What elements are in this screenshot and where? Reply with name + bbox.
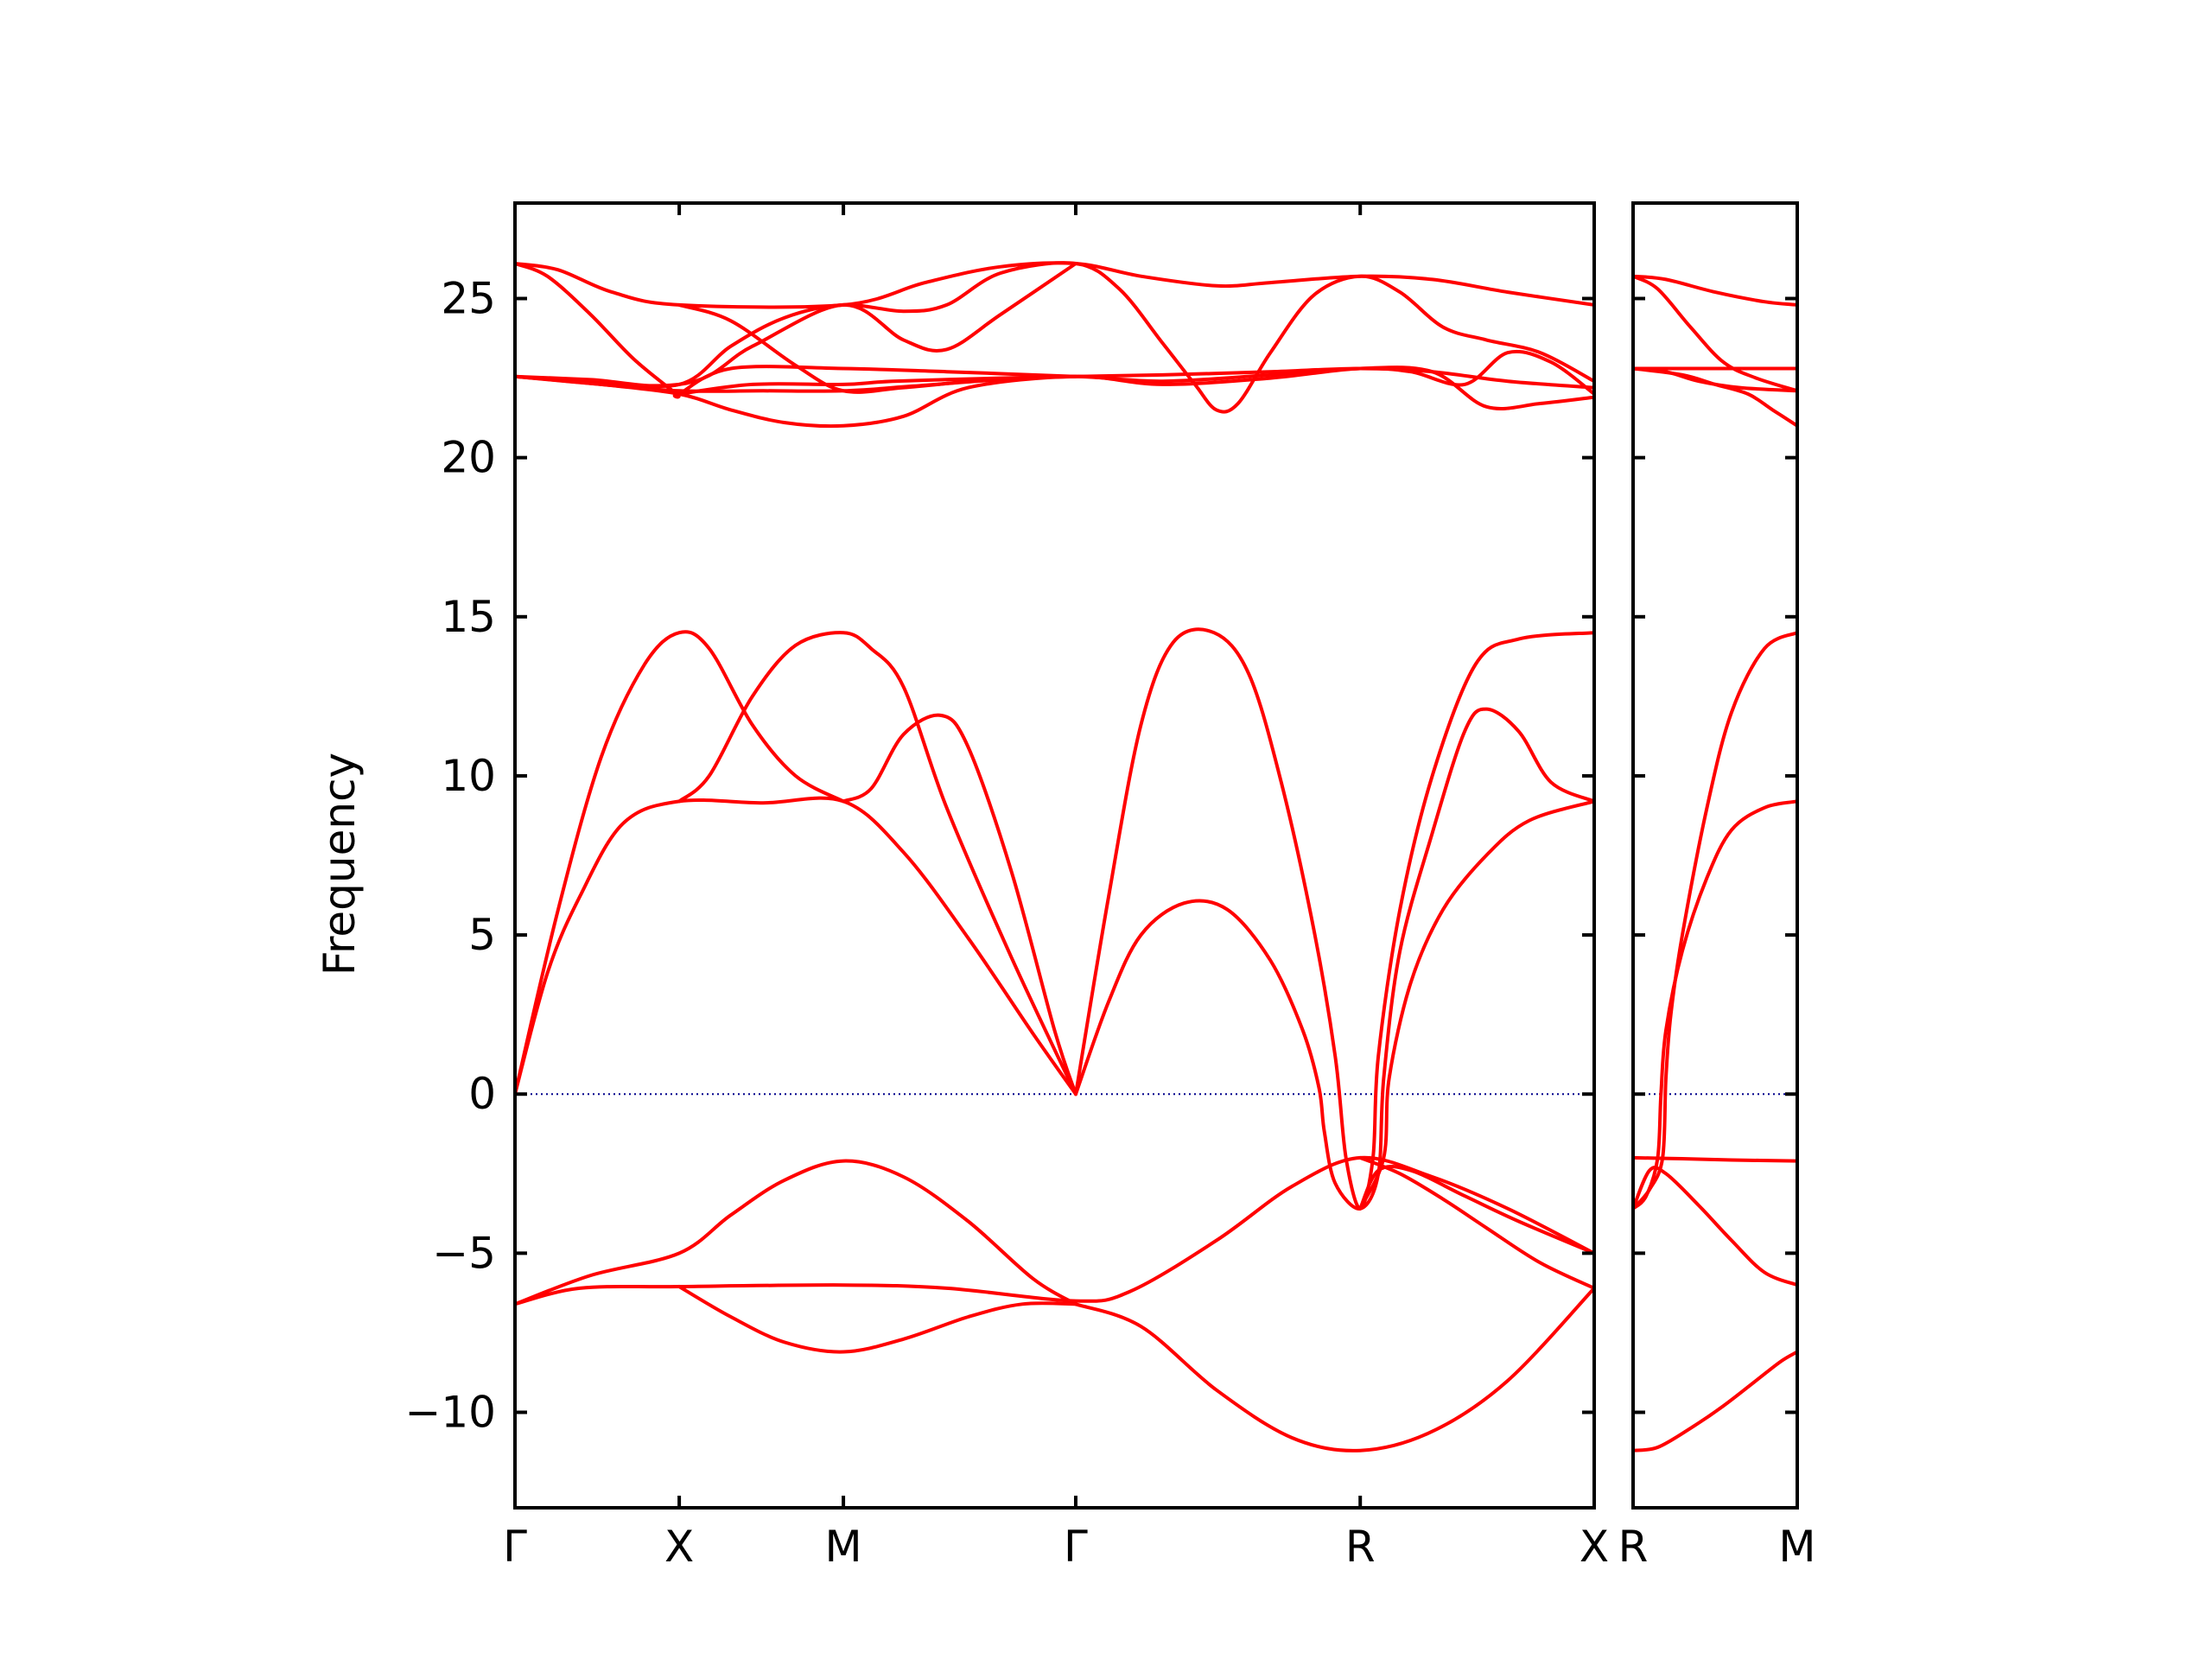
y-tick-label: 15 <box>441 592 496 642</box>
band-line-main-9 <box>515 1159 1077 1306</box>
x-tick-label: Γ <box>503 1522 527 1572</box>
band-line-main-20 <box>677 365 1077 396</box>
y-tick-label: 25 <box>441 273 496 323</box>
x-tick-label: X <box>664 1522 694 1572</box>
band-line-main-10 <box>677 1285 1077 1354</box>
band-line-side-9 <box>1633 1166 1797 1287</box>
band-line-main-7 <box>1358 799 1594 1211</box>
x-tick-label: Γ <box>1064 1522 1088 1572</box>
band-line-main-3 <box>677 631 1077 1096</box>
x-tick-label: M <box>1778 1522 1815 1572</box>
band-line-side-5 <box>1633 366 1797 428</box>
band-line-main-13 <box>1358 1164 1594 1255</box>
band-line-main-1 <box>515 630 846 1096</box>
band-line-main-4 <box>842 713 1077 1096</box>
bands-group <box>515 261 1594 1452</box>
y-tick-label: 0 <box>468 1069 496 1119</box>
band-line-main-16 <box>515 261 1594 414</box>
x-tick-label: M <box>825 1522 862 1572</box>
band-line-main-8 <box>515 1155 1594 1306</box>
band-line-main-21 <box>677 302 1077 394</box>
band-line-side-7 <box>1633 799 1797 1211</box>
x-tick-label: R <box>1345 1522 1376 1572</box>
y-tick-label: 20 <box>441 433 496 483</box>
band-line-main-2 <box>515 796 1077 1096</box>
x-tick-label: R <box>1618 1522 1649 1572</box>
bands-group <box>1633 274 1797 1452</box>
plot-frame-main <box>513 201 1596 1510</box>
band-line-side-1 <box>1633 274 1797 307</box>
band-line-main-11 <box>1074 1286 1594 1452</box>
band-line-main-17 <box>515 262 1077 388</box>
plot-frame-side <box>1631 201 1799 1510</box>
y-axis-title: Frequency <box>315 753 365 976</box>
band-line-side-10 <box>1633 1350 1797 1452</box>
main-panel: −10 −5 0 5 10 15 20 25 Γ X M Γ R X <box>404 201 1609 1572</box>
band-line-side-2 <box>1633 274 1797 393</box>
y-tick-label: −5 <box>432 1228 496 1278</box>
x-tick-label: X <box>1580 1522 1609 1572</box>
band-line-side-8 <box>1633 1155 1797 1163</box>
band-line-main-12 <box>1358 1155 1594 1290</box>
band-line-main-5 <box>1074 627 1594 1211</box>
band-line-side-6 <box>1633 631 1797 1211</box>
y-tick-label: 10 <box>441 751 496 801</box>
y-tick-label: −10 <box>404 1388 496 1438</box>
y-tick-label: 5 <box>468 910 496 960</box>
